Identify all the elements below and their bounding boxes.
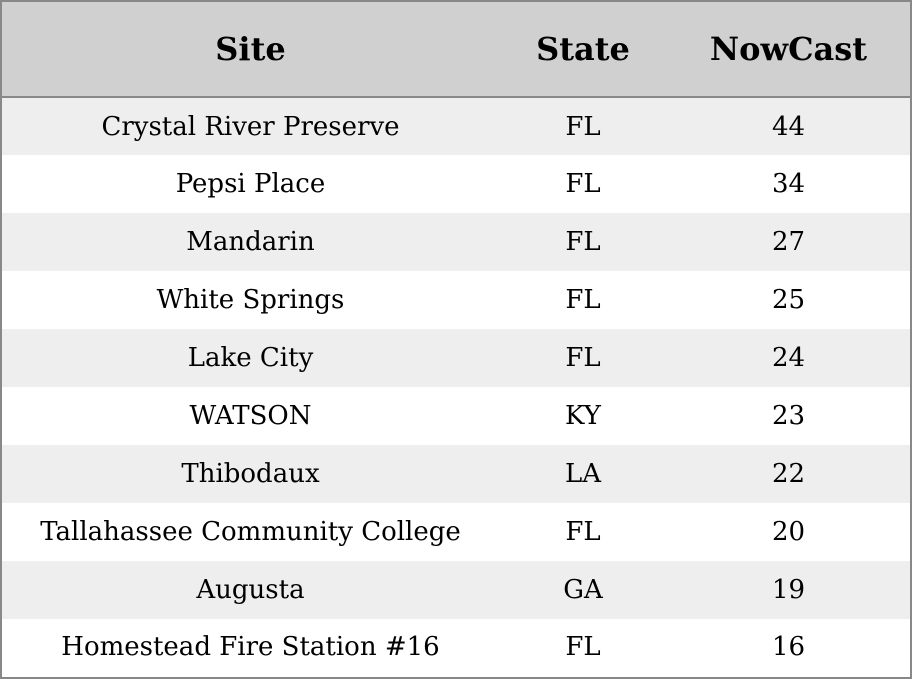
cell-site: Augusta	[196, 575, 305, 605]
table-row: Tallahassee Community College FL 20	[2, 503, 910, 561]
cell-nowcast: 34	[771, 169, 806, 199]
cell-site: WATSON	[189, 401, 312, 431]
cell-nowcast: 16	[771, 632, 806, 662]
column-header-nowcast: NowCast	[667, 2, 910, 98]
cell-state: FL	[565, 227, 601, 257]
cell-site: Crystal River Preserve	[101, 111, 400, 142]
cell-nowcast: 22	[771, 459, 806, 489]
table-header: Site State NowCast	[2, 2, 910, 98]
cell-nowcast: 44	[771, 111, 806, 142]
cell-site: Tallahassee Community College	[40, 517, 461, 547]
cell-site: Lake City	[187, 343, 314, 373]
cell-nowcast: 24	[771, 343, 806, 373]
table-row: Pepsi Place FL 34	[2, 155, 910, 213]
table-row: Lake City FL 24	[2, 329, 910, 387]
cell-site: White Springs	[156, 285, 345, 315]
cell-state: FL	[565, 111, 601, 142]
cell-state: GA	[563, 575, 603, 605]
header-row: Site State NowCast	[2, 2, 910, 98]
cell-state: FL	[565, 517, 601, 547]
cell-nowcast: 20	[771, 517, 806, 547]
cell-state: FL	[565, 343, 601, 373]
table-row: Homestead Fire Station #16 FL 16	[2, 619, 910, 675]
cell-state: LA	[564, 459, 602, 489]
cell-state: FL	[565, 169, 601, 199]
cell-state: KY	[565, 401, 601, 431]
cell-nowcast: 23	[771, 401, 806, 431]
table-row: White Springs FL 25	[2, 271, 910, 329]
table-row: Augusta GA 19	[2, 561, 910, 619]
cell-nowcast: 25	[771, 285, 806, 315]
cell-state: FL	[565, 632, 601, 662]
cell-site: Thibodaux	[181, 459, 320, 489]
table-row: Thibodaux LA 22	[2, 445, 910, 503]
table-row: WATSON KY 23	[2, 387, 910, 445]
cell-nowcast: 27	[771, 227, 806, 257]
table-body: Crystal River Preserve FL 44 Pepsi Place…	[2, 97, 910, 675]
cell-site: Homestead Fire Station #16	[61, 632, 440, 662]
cell-site: Pepsi Place	[175, 169, 326, 199]
column-header-site: Site	[2, 2, 499, 98]
table-row: Crystal River Preserve FL 44	[2, 97, 910, 155]
cell-nowcast: 19	[771, 575, 806, 605]
cell-site: Mandarin	[186, 227, 315, 257]
column-header-state: State	[499, 2, 667, 98]
table-row: Mandarin FL 27	[2, 213, 910, 271]
cell-state: FL	[565, 285, 601, 315]
